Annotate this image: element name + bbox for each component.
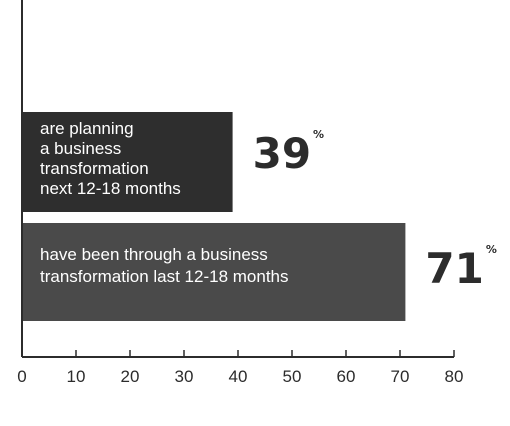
category-label-line: have been through a business — [40, 245, 268, 264]
x-axis: 0 10 20 30 40 50 60 70 80 — [17, 0, 463, 386]
bar-0-value-suffix: % — [313, 128, 324, 141]
x-tick-label: 40 — [229, 367, 248, 386]
x-tick-label: 20 — [121, 367, 140, 386]
bar-1 — [22, 223, 406, 321]
category-label-line: transformation — [40, 159, 149, 178]
bar-0 — [22, 112, 233, 212]
x-tick-label: 60 — [337, 367, 356, 386]
x-tick-label: 80 — [445, 367, 464, 386]
x-tick-label: 30 — [175, 367, 194, 386]
x-tick-label: 0 — [17, 367, 26, 386]
category-label-line: a business — [40, 139, 121, 158]
x-tick-label: 70 — [391, 367, 410, 386]
category-label-line: are planning — [40, 119, 134, 138]
bars-layer — [22, 112, 406, 321]
bar-1-category-label: have been through a business transformati… — [40, 245, 289, 286]
bar-0-category-label: are planning a business transformation next… — [40, 119, 181, 198]
category-label-line: transformation last 12-18 months — [40, 267, 289, 286]
category-label-line: next 12-18 months — [40, 179, 181, 198]
bar-0-value-label: 39 — [253, 129, 311, 178]
bar-1-value-label: 71 — [425, 244, 483, 293]
labels-layer: are planning a business transformation next… — [40, 119, 497, 293]
bar-1-value-suffix: % — [486, 243, 497, 256]
x-tick-label: 50 — [283, 367, 302, 386]
x-tick-label: 10 — [67, 367, 86, 386]
